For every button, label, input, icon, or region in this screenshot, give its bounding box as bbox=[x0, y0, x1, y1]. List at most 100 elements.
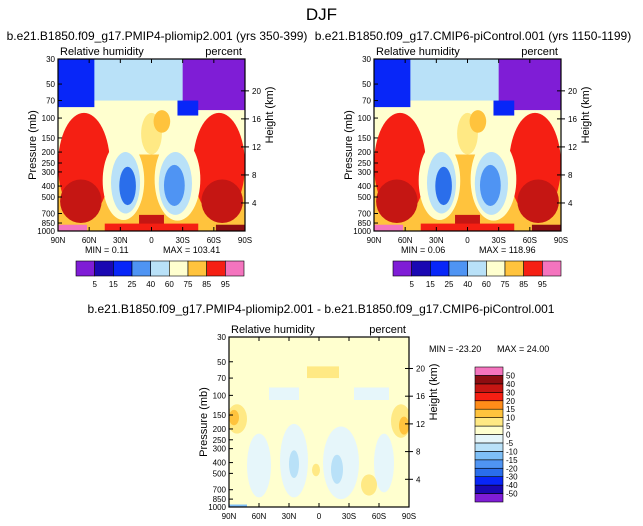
y2-tick-label: 20 bbox=[252, 87, 261, 96]
contour-patch bbox=[374, 224, 404, 231]
x-tick-label: 60S bbox=[523, 236, 537, 245]
legend-label: 95 bbox=[221, 280, 230, 289]
y-tick-label: 70 bbox=[217, 374, 226, 383]
y2-tick-label: 8 bbox=[252, 171, 257, 180]
legend-swatch bbox=[504, 260, 524, 277]
legend-label: 5 bbox=[92, 280, 97, 289]
contour-patch bbox=[289, 450, 299, 479]
top-right-panel: b.e21.B1850.f09_g17.CMIP6-piControl.001 … bbox=[315, 29, 631, 289]
contour-patch bbox=[247, 433, 271, 498]
min-value: MIN = 0.11 bbox=[85, 245, 129, 255]
y2-tick-label: 8 bbox=[568, 171, 573, 180]
contour-patch bbox=[177, 100, 199, 116]
y-tick-label: 850 bbox=[42, 219, 56, 228]
y-tick-label: 1000 bbox=[37, 227, 55, 236]
y-tick-label: 400 bbox=[358, 182, 372, 191]
legend-label: 25 bbox=[128, 280, 137, 289]
y-tick-label: 70 bbox=[46, 97, 55, 106]
legend-swatch bbox=[474, 408, 504, 418]
legend-label: 60 bbox=[482, 280, 491, 289]
x-tick-label: 60N bbox=[252, 512, 267, 521]
legend-swatch bbox=[474, 400, 504, 410]
y2-tick-label: 16 bbox=[568, 115, 577, 124]
y-tick-label: 100 bbox=[42, 114, 56, 123]
legend-label: 20 bbox=[506, 397, 515, 406]
y2-tick-label: 12 bbox=[568, 143, 577, 152]
contour-patch bbox=[376, 179, 418, 224]
y2-tick-label: 8 bbox=[416, 448, 421, 457]
x-tick-label: 30N bbox=[113, 236, 128, 245]
x-tick-label: 0 bbox=[465, 236, 470, 245]
y-tick-label: 300 bbox=[358, 168, 372, 177]
legend-label: 15 bbox=[506, 405, 515, 414]
y-tick-label: 250 bbox=[213, 436, 227, 445]
y-tick-label: 400 bbox=[213, 459, 227, 468]
legend-swatch bbox=[474, 417, 504, 427]
y-tick-label: 150 bbox=[358, 134, 372, 143]
legend-label: 15 bbox=[109, 280, 118, 289]
legend-label: 40 bbox=[146, 280, 155, 289]
contour-patch bbox=[399, 416, 409, 435]
y2-axis-label: Height (km) bbox=[428, 364, 440, 421]
legend-label: 15 bbox=[426, 280, 435, 289]
x-tick-label: 60S bbox=[372, 512, 386, 521]
max-value: MAX = 103.41 bbox=[163, 245, 220, 255]
legend-label: -50 bbox=[506, 490, 518, 499]
contour-patch bbox=[153, 110, 171, 133]
legend-swatch bbox=[225, 260, 245, 277]
legend-swatch bbox=[542, 260, 562, 277]
contour-patch bbox=[435, 166, 452, 206]
legend-swatch bbox=[474, 467, 504, 477]
y-tick-label: 500 bbox=[213, 469, 227, 478]
y-tick-label: 50 bbox=[217, 358, 226, 367]
y-tick-label: 30 bbox=[217, 333, 226, 342]
legend-label: -5 bbox=[506, 439, 514, 448]
legend-swatch bbox=[392, 260, 412, 277]
y-tick-label: 500 bbox=[42, 193, 56, 202]
legend-swatch bbox=[131, 260, 151, 277]
legend-swatch bbox=[474, 451, 504, 461]
contour-patch bbox=[331, 454, 343, 484]
y2-axis-label: Height (km) bbox=[264, 87, 276, 144]
legend-swatch bbox=[113, 260, 133, 277]
y-tick-label: 100 bbox=[358, 114, 372, 123]
contour-patch bbox=[531, 224, 561, 231]
y-tick-label: 700 bbox=[42, 210, 56, 219]
legend-label: 10 bbox=[506, 414, 515, 423]
legend-swatch bbox=[150, 260, 170, 277]
legend-label: 95 bbox=[538, 280, 547, 289]
legend-swatch bbox=[474, 392, 504, 402]
contour-patch bbox=[229, 409, 239, 426]
contour-patch bbox=[354, 387, 389, 400]
y-tick-label: 200 bbox=[213, 425, 227, 434]
legend-label: 40 bbox=[463, 280, 472, 289]
x-tick-label: 0 bbox=[317, 512, 322, 521]
contour-field bbox=[58, 59, 245, 231]
variable-label: Relative humidity bbox=[60, 46, 144, 58]
y2-tick-label: 16 bbox=[416, 392, 425, 401]
legend-swatch bbox=[169, 260, 189, 277]
x-tick-label: 60S bbox=[207, 236, 221, 245]
legend-swatch bbox=[474, 425, 504, 435]
legend-swatch bbox=[474, 484, 504, 494]
legend-swatch bbox=[474, 459, 504, 469]
y2-tick-label: 12 bbox=[416, 420, 425, 429]
y-tick-label: 850 bbox=[213, 495, 227, 504]
variable-label: Relative humidity bbox=[376, 46, 460, 58]
units-label: percent bbox=[369, 324, 406, 336]
x-tick-label: 90S bbox=[238, 236, 252, 245]
contour-patch bbox=[307, 366, 339, 379]
contour-patch bbox=[361, 474, 377, 496]
legend-label: 0 bbox=[506, 431, 511, 440]
legend-swatch bbox=[474, 442, 504, 452]
legend-label: -20 bbox=[506, 464, 518, 473]
contour-patch bbox=[60, 179, 102, 224]
legend-swatch bbox=[486, 260, 506, 277]
min-value: MIN = -23.20 bbox=[429, 344, 481, 354]
x-tick-label: 90N bbox=[222, 512, 237, 521]
legend-swatch bbox=[448, 260, 468, 277]
y2-tick-label: 4 bbox=[568, 199, 573, 208]
legend-label: -15 bbox=[506, 456, 518, 465]
contour-patch bbox=[215, 224, 245, 231]
chart-title: b.e21.B1850.f09_g17.CMIP6-piControl.001 … bbox=[315, 29, 631, 43]
